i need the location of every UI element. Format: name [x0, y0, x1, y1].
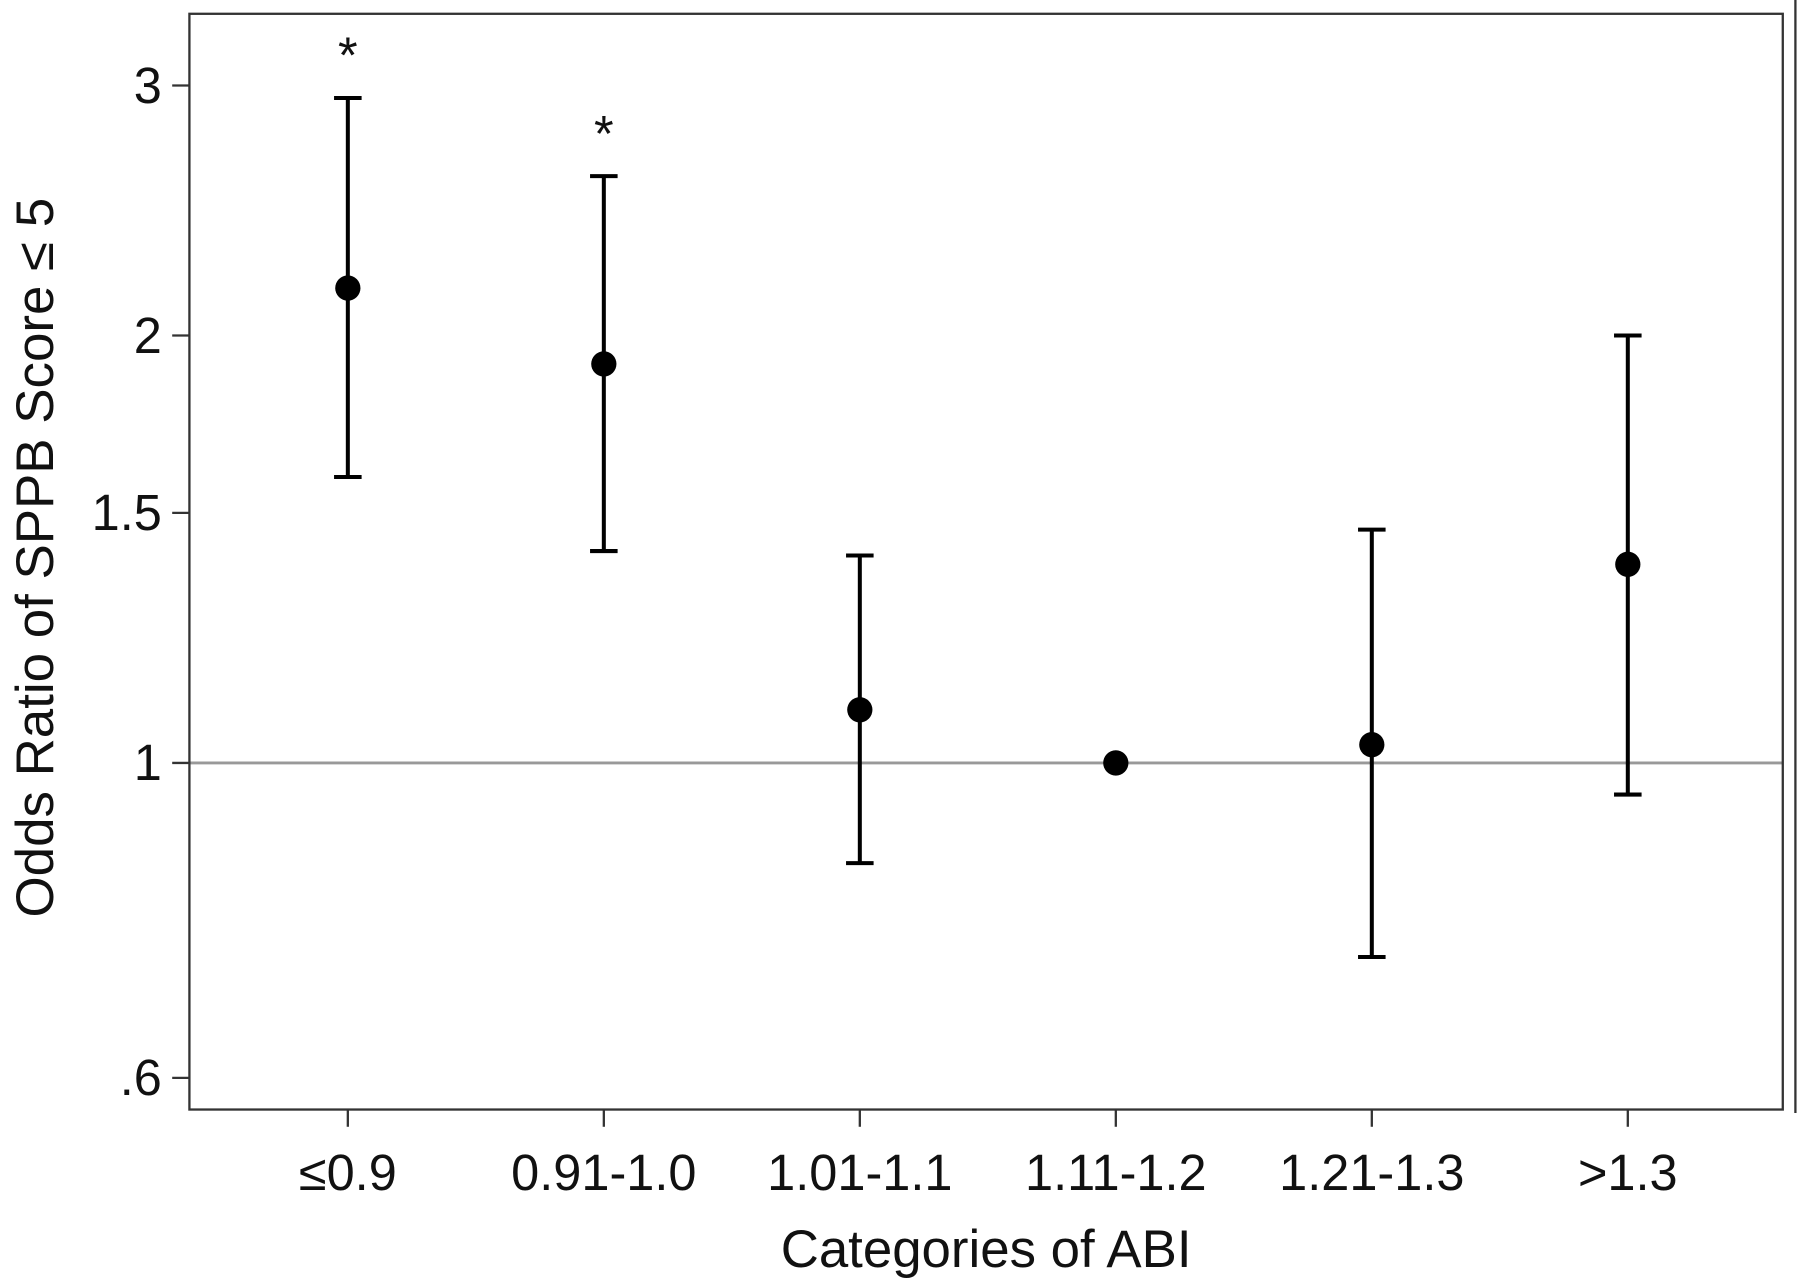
y-tick-label: 1: [134, 734, 162, 791]
plot-frame: [188, 12, 1784, 1111]
x-axis-label: Categories of ABI: [781, 1220, 1192, 1279]
data-points: **: [334, 27, 1642, 959]
x-tick-label: 1.11-1.2: [1025, 1144, 1207, 1201]
y-tick-label: 1.5: [92, 484, 162, 541]
data-point: [1615, 551, 1641, 577]
x-tick-label: 0.91-1.0: [511, 1144, 696, 1201]
data-point: [1103, 750, 1129, 776]
data-point: [1359, 732, 1385, 758]
significance-annotation: *: [338, 27, 358, 84]
data-point: [847, 697, 873, 723]
data-point: [335, 275, 361, 301]
y-tick-label: .6: [120, 1049, 162, 1106]
x-tick-label: 1.21-1.3: [1279, 1144, 1464, 1201]
x-tick-label: 1.01-1.1: [767, 1144, 952, 1201]
data-point: [591, 351, 617, 377]
y-tick-label: 2: [134, 307, 162, 364]
y-axis-label: Odds Ratio of SPPB Score ≤ 5: [6, 198, 65, 918]
x-axis: ≤0.9 0.91-1.0 1.01-1.1 1.11-1.2 1.21-1.3 >1.3: [299, 1109, 1678, 1201]
y-axis: 3 2 1.5 1 .6: [92, 57, 190, 1106]
x-tick-label: ≤0.9: [299, 1144, 397, 1201]
x-tick-label: >1.3: [1578, 1144, 1678, 1201]
significance-annotation: *: [594, 105, 614, 162]
y-tick-label: 3: [134, 57, 162, 114]
